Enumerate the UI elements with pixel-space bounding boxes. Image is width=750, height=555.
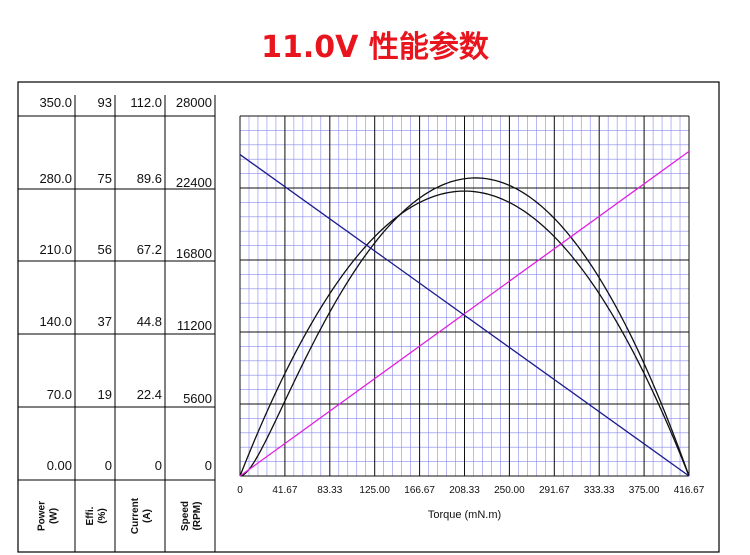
y-tick-label: 0.00 [47,458,72,473]
y-axis-label-line: Power [37,501,48,531]
series-line-3 [239,154,690,477]
x-tick-label: 375.00 [629,485,660,496]
y-axis-label: Effi. (%) [85,506,108,525]
y-axis-columns: 0.00 70.0 140.0 210.0 280.0 350.0 Power (W) 0 19 3… [18,95,216,552]
y-axis-label-line: (RPM) [192,502,203,531]
y-tick-label: 0 [105,458,112,473]
y-axis-label-line: (W) [49,508,60,524]
series-line-1 [239,177,690,477]
y-tick-label: 28000 [176,95,212,110]
x-tick-label: 166.67 [404,485,435,496]
x-tick-label: 208.33 [449,485,480,496]
y-axis-label-line: Effi. [85,506,96,525]
y-axis-label: Current (A) [130,497,153,534]
y-tick-label: 37 [98,314,112,329]
y-tick-label: 89.6 [137,171,162,186]
y-axis-label-line: Current [130,497,141,534]
x-tick-label: 250.00 [494,485,525,496]
y-tick-label: 11200 [177,318,212,333]
x-tick-label: 125.00 [359,485,390,496]
series-line-0 [239,190,690,477]
y-tick-label: 22400 [176,175,212,190]
y-tick-label: 19 [98,387,112,402]
x-axis-label: Torque (mN.m) [428,509,501,521]
y-tick-label: 56 [98,242,112,257]
y-tick-label: 70.0 [47,387,72,402]
y-tick-label: 140.0 [39,314,72,329]
y-tick-label: 67.2 [137,242,162,257]
y-axis-label: Power (W) [37,501,60,531]
y-tick-label: 75 [98,171,112,186]
y-axis-label-line: Speed [180,501,191,531]
series-line-2 [239,150,690,477]
x-tick-label: 41.67 [272,485,297,496]
chart-title: 11.0V 性能参数 [261,30,489,65]
y-tick-label: 93 [98,95,112,110]
y-tick-label: 112.0 [130,95,162,110]
y-tick-label: 0 [155,458,162,473]
y-tick-label: 0 [205,458,212,473]
y-tick-label: 210.0 [39,242,72,257]
y-tick-label: 22.4 [137,387,162,402]
y-tick-label: 280.0 [39,171,72,186]
x-tick-label: 83.33 [317,485,342,496]
x-tick-label: 416.67 [674,485,705,496]
y-tick-label: 5600 [183,391,212,406]
y-axis-label: Speed (RPM) [180,501,203,531]
plot-area: 0 41.67 83.33 125.00 166.67 208.33 250.00 291.6… [237,115,705,521]
y-axis-label-line: (%) [97,508,108,524]
y-tick-label: 16800 [176,246,212,261]
y-axis-label-line: (A) [142,509,153,523]
x-tick-label: 291.67 [539,485,570,496]
y-tick-label: 44.8 [137,314,162,329]
x-tick-label: 0 [237,485,243,496]
chart-frame [17,81,720,553]
x-tick-label: 333.33 [584,485,615,496]
y-tick-label: 350.0 [39,95,72,110]
